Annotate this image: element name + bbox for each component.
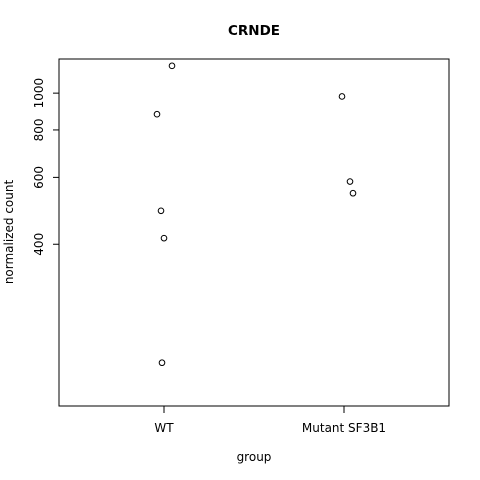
chart-title: CRNDE xyxy=(228,23,280,39)
y-tick-label: 600 xyxy=(32,166,46,189)
x-axis-label: group xyxy=(237,450,272,464)
x-tick-label: WT xyxy=(154,421,174,435)
data-point xyxy=(349,189,357,197)
y-tick-label: 800 xyxy=(32,118,46,141)
y-axis: 400 600 800 1000 xyxy=(32,78,60,256)
data-point xyxy=(157,207,165,215)
y-axis-label: normalized count xyxy=(2,180,16,285)
y-tick-label: 1000 xyxy=(32,78,46,109)
data-point xyxy=(158,359,166,367)
data-point xyxy=(168,62,176,70)
x-axis: WT Mutant SF3B1 xyxy=(154,405,386,435)
data-point xyxy=(346,178,354,185)
data-points xyxy=(153,62,357,367)
data-point xyxy=(338,93,346,100)
plot-area-frame xyxy=(58,58,450,407)
data-point xyxy=(160,234,168,242)
y-tick-label: 400 xyxy=(32,233,46,256)
x-tick-label: Mutant SF3B1 xyxy=(302,421,386,435)
data-point xyxy=(153,110,161,118)
